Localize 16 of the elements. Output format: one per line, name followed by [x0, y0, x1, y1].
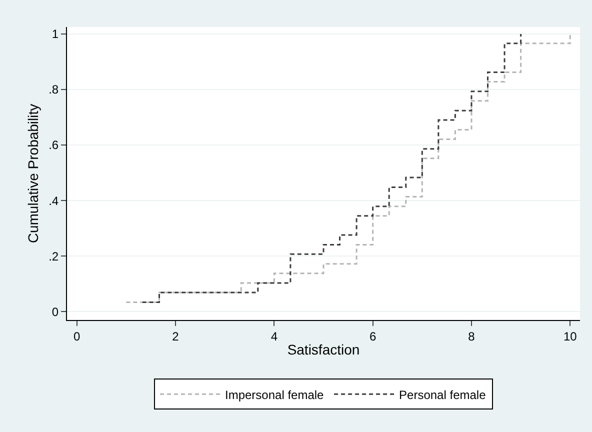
y-tick-label: .8 [48, 82, 59, 97]
y-axis-title: Cumulative Probability [25, 104, 42, 244]
x-tick-label: 2 [172, 329, 180, 344]
y-tick-label: .4 [48, 194, 59, 208]
x-axis-title: Satisfaction [287, 342, 360, 358]
legend-label: Personal female [399, 388, 486, 402]
x-tick-label: 10 [563, 329, 578, 344]
x-tick-label: 6 [369, 329, 376, 344]
y-tick-label: .6 [48, 138, 59, 152]
y-tick-label: 0 [52, 304, 59, 319]
x-tick-label: 0 [74, 329, 81, 344]
legend-label: Impersonal female [225, 388, 324, 402]
x-tick-label: 8 [468, 329, 476, 344]
y-tick-label: 1 [52, 27, 59, 42]
y-tick-label: .2 [48, 249, 59, 264]
x-tick-label: 4 [270, 329, 278, 344]
